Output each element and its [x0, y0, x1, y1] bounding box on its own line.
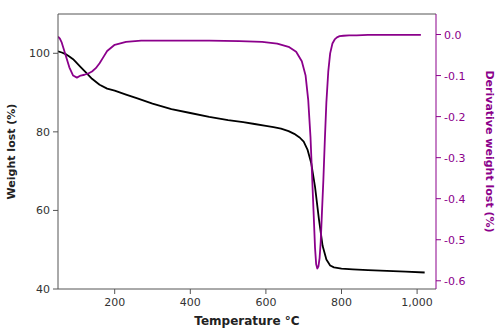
y2-axis: 0.0 -0.1 -0.2 -0.3 -0.4 -0.5 -0.6 Derivative we… — [436, 29, 496, 288]
y2-axis-label: Derivative weight lost (%) — [483, 70, 496, 232]
y2-tick-label: -0.6 — [444, 275, 465, 288]
y2-tick — [436, 280, 441, 281]
x-tick-label: 200 — [104, 296, 125, 309]
y-tick — [53, 131, 58, 132]
y-tick — [53, 289, 58, 290]
y2-tick-label: -0.4 — [444, 193, 465, 206]
y2-tick-label: -0.2 — [444, 111, 465, 124]
y-tick-label: 40 — [36, 283, 50, 296]
y2-tick — [436, 239, 441, 240]
y-axis-line — [58, 14, 59, 289]
x-axis-label: Temperature °C — [194, 314, 299, 328]
y2-tick — [436, 75, 441, 76]
y2-tick-label: -0.1 — [444, 70, 465, 83]
y2-tick — [436, 116, 441, 117]
x-axis: 200 400 600 800 1,000 Temperature °C — [104, 289, 433, 328]
x-tick — [190, 289, 191, 294]
x-tick — [265, 289, 266, 294]
y-tick-label: 100 — [29, 47, 50, 60]
chart: 200 400 600 800 1,000 Temperature °C 40 60 80 100… — [0, 0, 500, 333]
x-tick — [114, 289, 115, 294]
y2-axis-line — [436, 14, 437, 289]
y-axis: 40 60 80 100 Weight lost (%) — [5, 47, 58, 296]
y-tick — [53, 210, 58, 211]
frame — [58, 14, 436, 289]
y2-tick-label: -0.3 — [444, 152, 465, 165]
series-line — [58, 51, 425, 272]
y2-tick — [436, 34, 441, 35]
y2-tick — [436, 157, 441, 158]
y2-tick-label: 0.0 — [444, 29, 462, 42]
y2-tick — [436, 198, 441, 199]
y2-tick-label: -0.5 — [444, 234, 465, 247]
x-tick-label: 600 — [255, 296, 276, 309]
x-tick-label: 400 — [180, 296, 201, 309]
x-tick — [417, 289, 418, 294]
y-tick-label: 80 — [36, 126, 50, 139]
y-tick — [53, 53, 58, 54]
plot-area — [58, 35, 425, 273]
y-tick-label: 60 — [36, 204, 50, 217]
x-tick-label: 1,000 — [401, 296, 433, 309]
x-tick-label: 800 — [331, 296, 352, 309]
series-line — [58, 35, 421, 269]
y-axis-label: Weight lost (%) — [5, 104, 18, 200]
x-axis-line — [58, 289, 436, 290]
top-line — [58, 14, 436, 15]
x-tick — [341, 289, 342, 294]
